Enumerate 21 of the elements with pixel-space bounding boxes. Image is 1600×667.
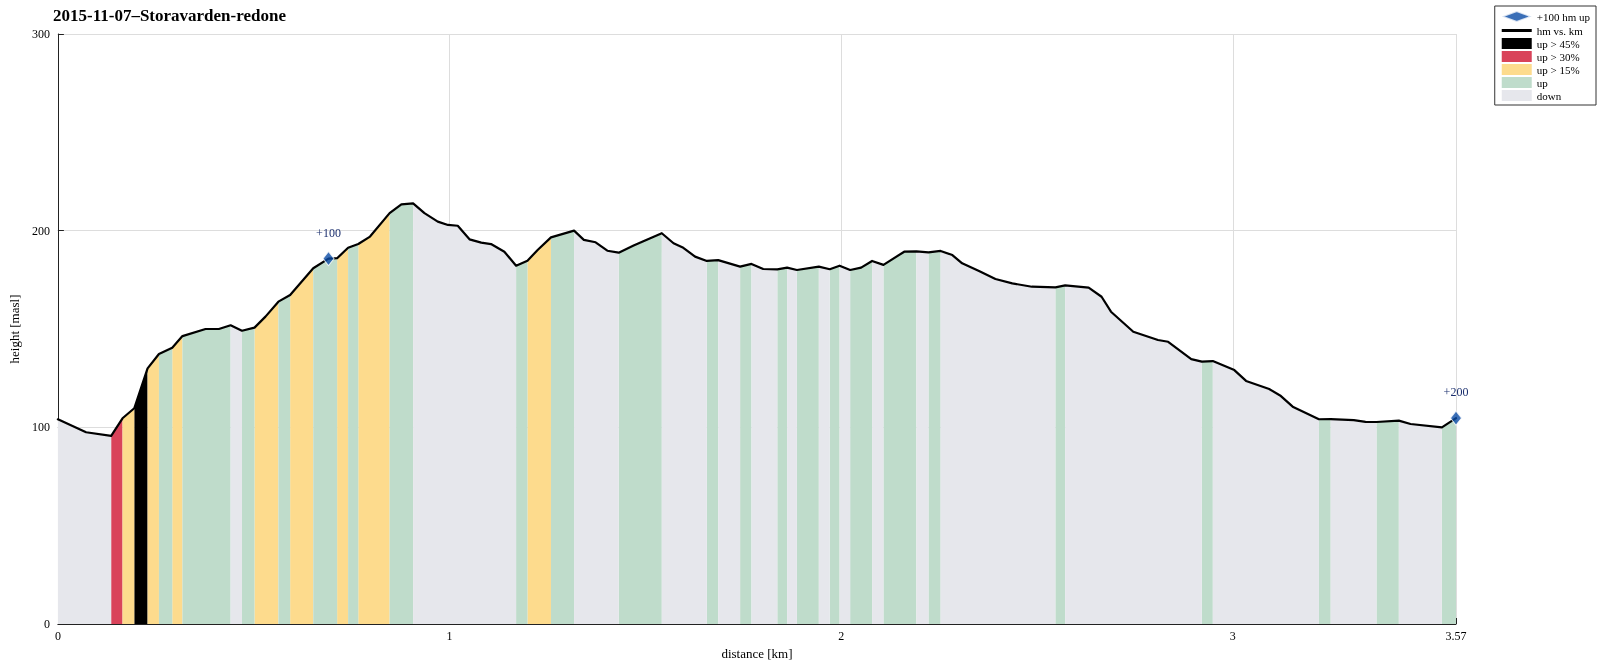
y-tick-label: 200 [31, 223, 50, 238]
legend-label: +100 hm up [1536, 10, 1591, 23]
legend-label: up > 45% [1536, 37, 1580, 50]
x-tick-label: 0 [54, 629, 61, 643]
legend-label: hm vs. km [1536, 24, 1584, 37]
y-tick-label: 100 [31, 420, 50, 435]
x-axis-title: distance [km] [721, 645, 793, 661]
x-tick-label: 1 [446, 629, 453, 643]
y-tick-label: 0 [43, 617, 50, 631]
x-tick-label: 2 [838, 629, 845, 643]
legend-label: up > 15% [1536, 63, 1580, 76]
x-tick-label: 3.57 [1445, 629, 1467, 643]
annotation: +200 [1443, 385, 1469, 400]
legend-label: up > 30% [1536, 50, 1580, 63]
chart-title: 2015-11-07–Storavarden-redone [53, 6, 287, 25]
y-tick-label: 300 [31, 27, 50, 41]
legend-label: down [1536, 89, 1562, 102]
y-axis-title: height [masl] [7, 294, 22, 364]
legend-label: up [1536, 76, 1549, 89]
annotation: +100 [316, 225, 341, 240]
x-tick-label: 3 [1229, 629, 1236, 643]
